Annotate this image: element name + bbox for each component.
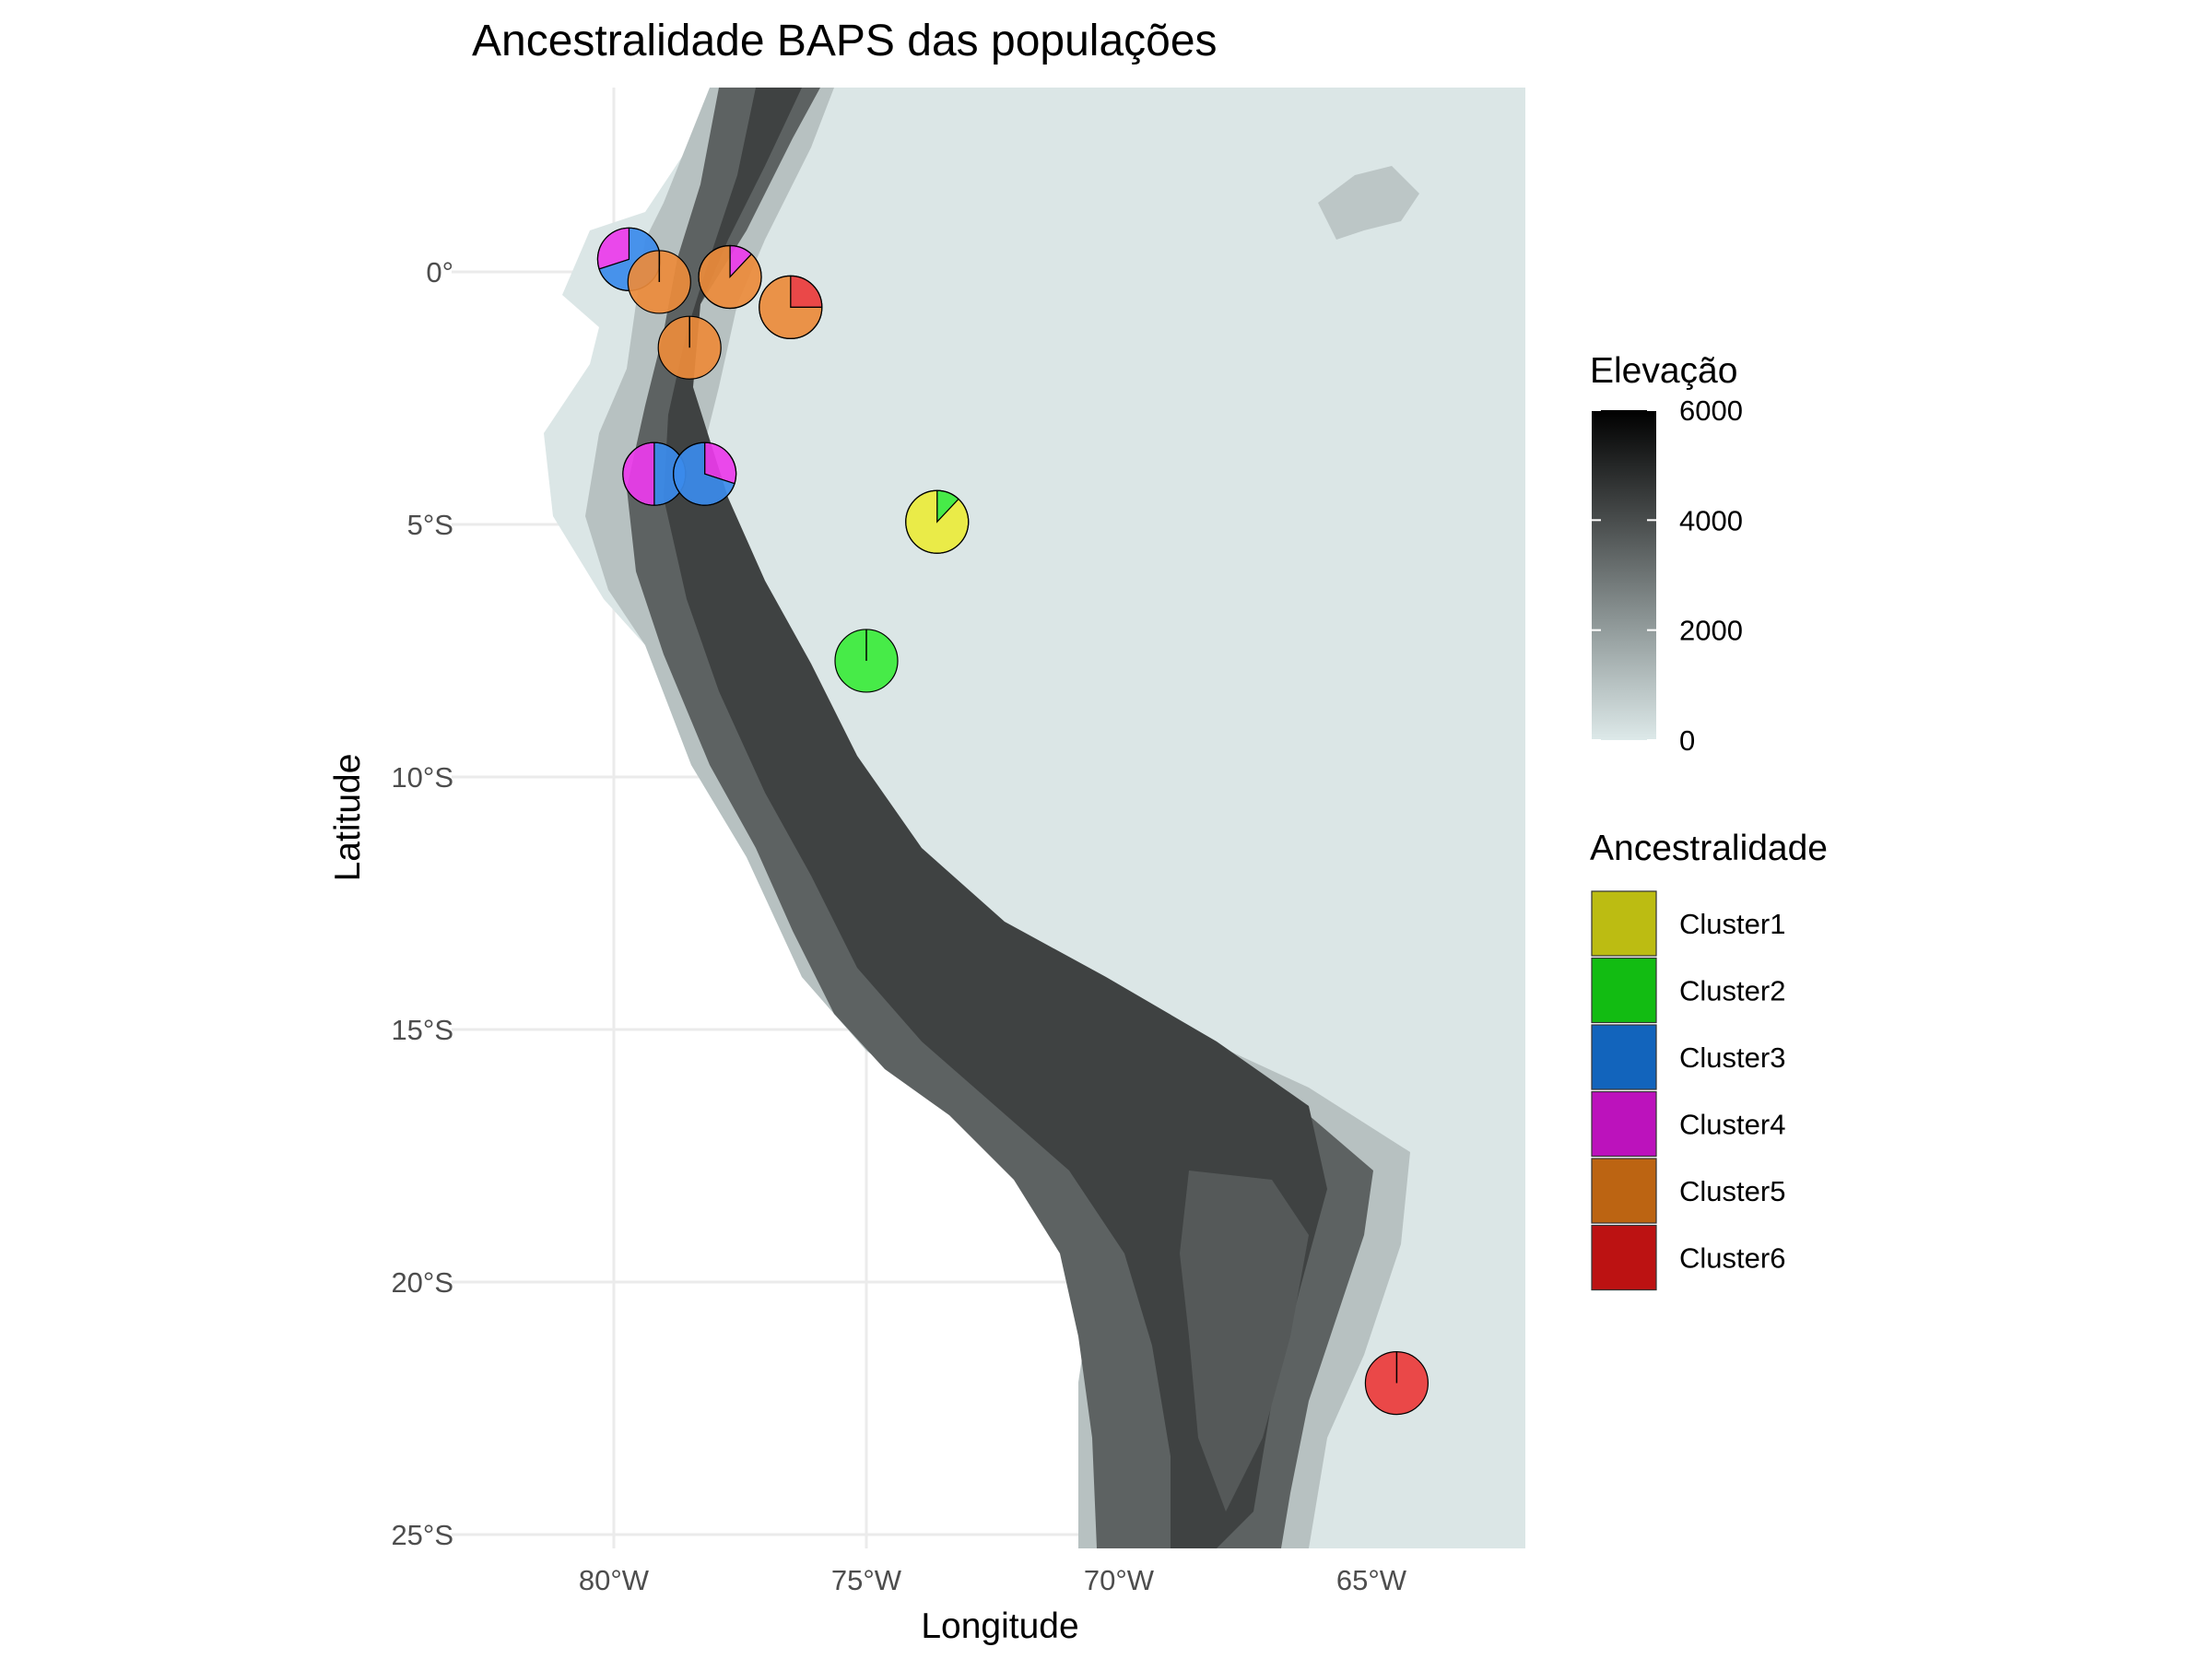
legend-item: Cluster3 [1591,1024,1785,1090]
altiplano [1180,1171,1309,1512]
pie-outline [905,489,970,554]
y-tick-label: 0° [426,256,453,288]
legend-label: Cluster2 [1679,975,1785,1007]
population-pie [627,250,691,314]
elevation-legend-title: Elevação [1590,351,1737,391]
legend-swatch [1591,1090,1657,1158]
high-peaks [664,88,1327,1548]
population-pie [1364,1350,1430,1416]
elevation-raster [544,88,1525,1548]
pie-outline [627,250,691,314]
legend-label: Cluster3 [1679,1041,1785,1074]
legend-swatch [1591,957,1657,1024]
legend-swatch [1591,890,1657,957]
colorbar-tick-label: 0 [1679,724,1695,757]
legend-label: Cluster4 [1679,1109,1785,1141]
ancestry-legend-title: Ancestralidade [1590,829,1828,868]
population-pie [673,441,737,506]
population-pie [759,275,823,339]
population-pie [698,244,762,310]
legend-item: Cluster6 [1591,1224,1785,1291]
y-tick-label: 25°S [391,1519,453,1551]
elevation-colorbar-ticks: 6000 4000 2000 0 [1592,394,1743,757]
ancestry-legend: Ancestralidade Cluster1Cluster2Cluster3C… [1590,829,1828,1291]
pie-outline [673,441,737,506]
ancestry-legend-items: Cluster1 Cluster2 Cluster3 Cluster4 Cluster5… [1591,890,1785,1291]
y-axis-ticks: 0° 5°S 10°S 15°S 20°S 25°S [391,256,453,1551]
x-tick-label: 75°W [831,1564,902,1596]
legend-label: Cluster6 [1679,1242,1785,1275]
pie-outline [1364,1350,1430,1416]
legend-item: Cluster1 [1591,890,1785,957]
pie-outline [759,275,823,339]
legend-label: Cluster5 [1679,1175,1785,1207]
colorbar-tick-label: 2000 [1679,615,1743,647]
y-axis-title: Latitude [328,754,368,882]
legend-item: Cluster2 [1591,957,1785,1024]
legend-item: Cluster5 [1591,1158,1785,1224]
legend-swatch [1591,1158,1657,1224]
x-tick-label: 80°W [579,1564,650,1596]
y-tick-label: 15°S [391,1014,453,1046]
guiana-highlands [1318,166,1419,240]
legend-label: Cluster1 [1679,908,1785,940]
x-tick-label: 65°W [1336,1564,1407,1596]
colorbar-tick-label: 4000 [1679,504,1743,536]
population-pie [834,629,899,693]
y-tick-label: 10°S [391,761,453,794]
legend-swatch [1591,1024,1657,1090]
legend-item: Cluster4 [1591,1090,1785,1158]
chart-title: Ancestralidade BAPS das populações [472,17,1218,65]
population-pie [657,315,722,380]
x-tick-label: 70°W [1084,1564,1155,1596]
elevation-legend: Elevação 6000 4000 2000 0 [1590,351,1743,757]
colorbar-tick-label: 6000 [1679,394,1743,427]
x-axis-title: Longitude [921,1606,1078,1646]
pie-outline [698,244,762,310]
legend-swatch [1591,1224,1657,1291]
population-pies [596,227,1430,1416]
map-panel: 80°W 75°W 70°W 65°W 0° 5°S 10°S 15°S 20°S 25°S [391,88,1525,1596]
y-tick-label: 5°S [407,509,453,541]
y-tick-label: 20°S [391,1266,453,1299]
population-pie [905,489,970,554]
elevation-colorbar [1592,410,1656,740]
x-axis-ticks: 80°W 75°W 70°W 65°W [579,1564,1407,1596]
pie-outline [657,315,722,380]
pie-outline [834,629,899,693]
